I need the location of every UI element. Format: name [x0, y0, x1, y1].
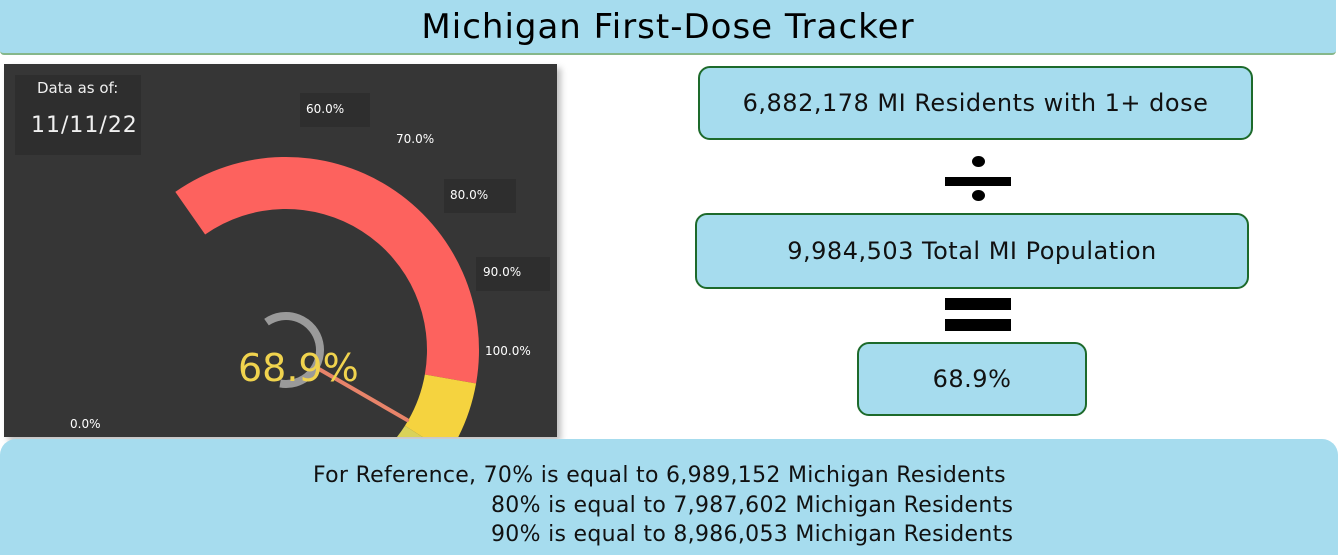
tick-label-60: 60.0%: [306, 102, 345, 116]
reference-line-3: 90% is equal to 8,986,053 Michigan Resid…: [491, 522, 1014, 547]
tick-label-100: 100.0%: [485, 344, 531, 358]
gauge-band-2: [396, 425, 423, 437]
tick-label-0: 0.0%: [70, 417, 101, 431]
reference-panel: For Reference, 70% is equal to 6,989,152…: [0, 439, 1338, 555]
tick-label-70: 70.0%: [396, 132, 435, 146]
gauge-chart: [175, 157, 479, 437]
tick-bg: [300, 93, 370, 127]
result-box: 68.9%: [857, 342, 1087, 416]
gauge-panel: Data as of: 11/11/22 0.0% 60.0% 70.0% 80…: [4, 64, 557, 437]
date-card: Data as of: 11/11/22: [15, 75, 141, 155]
reference-line-1: For Reference, 70% is equal to 6,989,152…: [313, 463, 1006, 488]
tick-bg: [444, 179, 516, 213]
reference-line-2: 80% is equal to 7,987,602 Michigan Resid…: [491, 493, 1014, 518]
gauge-band-0: [175, 157, 479, 384]
numerator-box: 6,882,178 MI Residents with 1+ dose: [698, 66, 1253, 140]
page-title: Michigan First-Dose Tracker: [421, 6, 915, 47]
divide-icon-dot-top: [972, 156, 985, 167]
title-bar: Michigan First-Dose Tracker: [0, 0, 1336, 55]
numerator-text: 6,882,178 MI Residents with 1+ dose: [742, 89, 1209, 117]
date-value: 11/11/22: [31, 113, 138, 138]
gauge-needle: [316, 367, 410, 423]
gauge-center-ring: [264, 312, 324, 388]
gauge-band-1: [404, 374, 477, 437]
equals-icon-bottom: [945, 319, 1011, 331]
gauge-value: 68.9%: [238, 346, 359, 390]
divide-icon: [945, 177, 1011, 186]
divide-icon-dot-bottom: [972, 190, 985, 201]
tick-label-90: 90.0%: [483, 265, 522, 279]
date-label: Data as of:: [37, 79, 119, 97]
equals-icon-top: [945, 298, 1011, 310]
tick-label-80: 80.0%: [450, 188, 489, 202]
tick-bg: [476, 257, 550, 291]
denominator-text: 9,984,503 Total MI Population: [787, 237, 1157, 265]
denominator-box: 9,984,503 Total MI Population: [695, 213, 1249, 289]
result-text: 68.9%: [932, 365, 1012, 393]
